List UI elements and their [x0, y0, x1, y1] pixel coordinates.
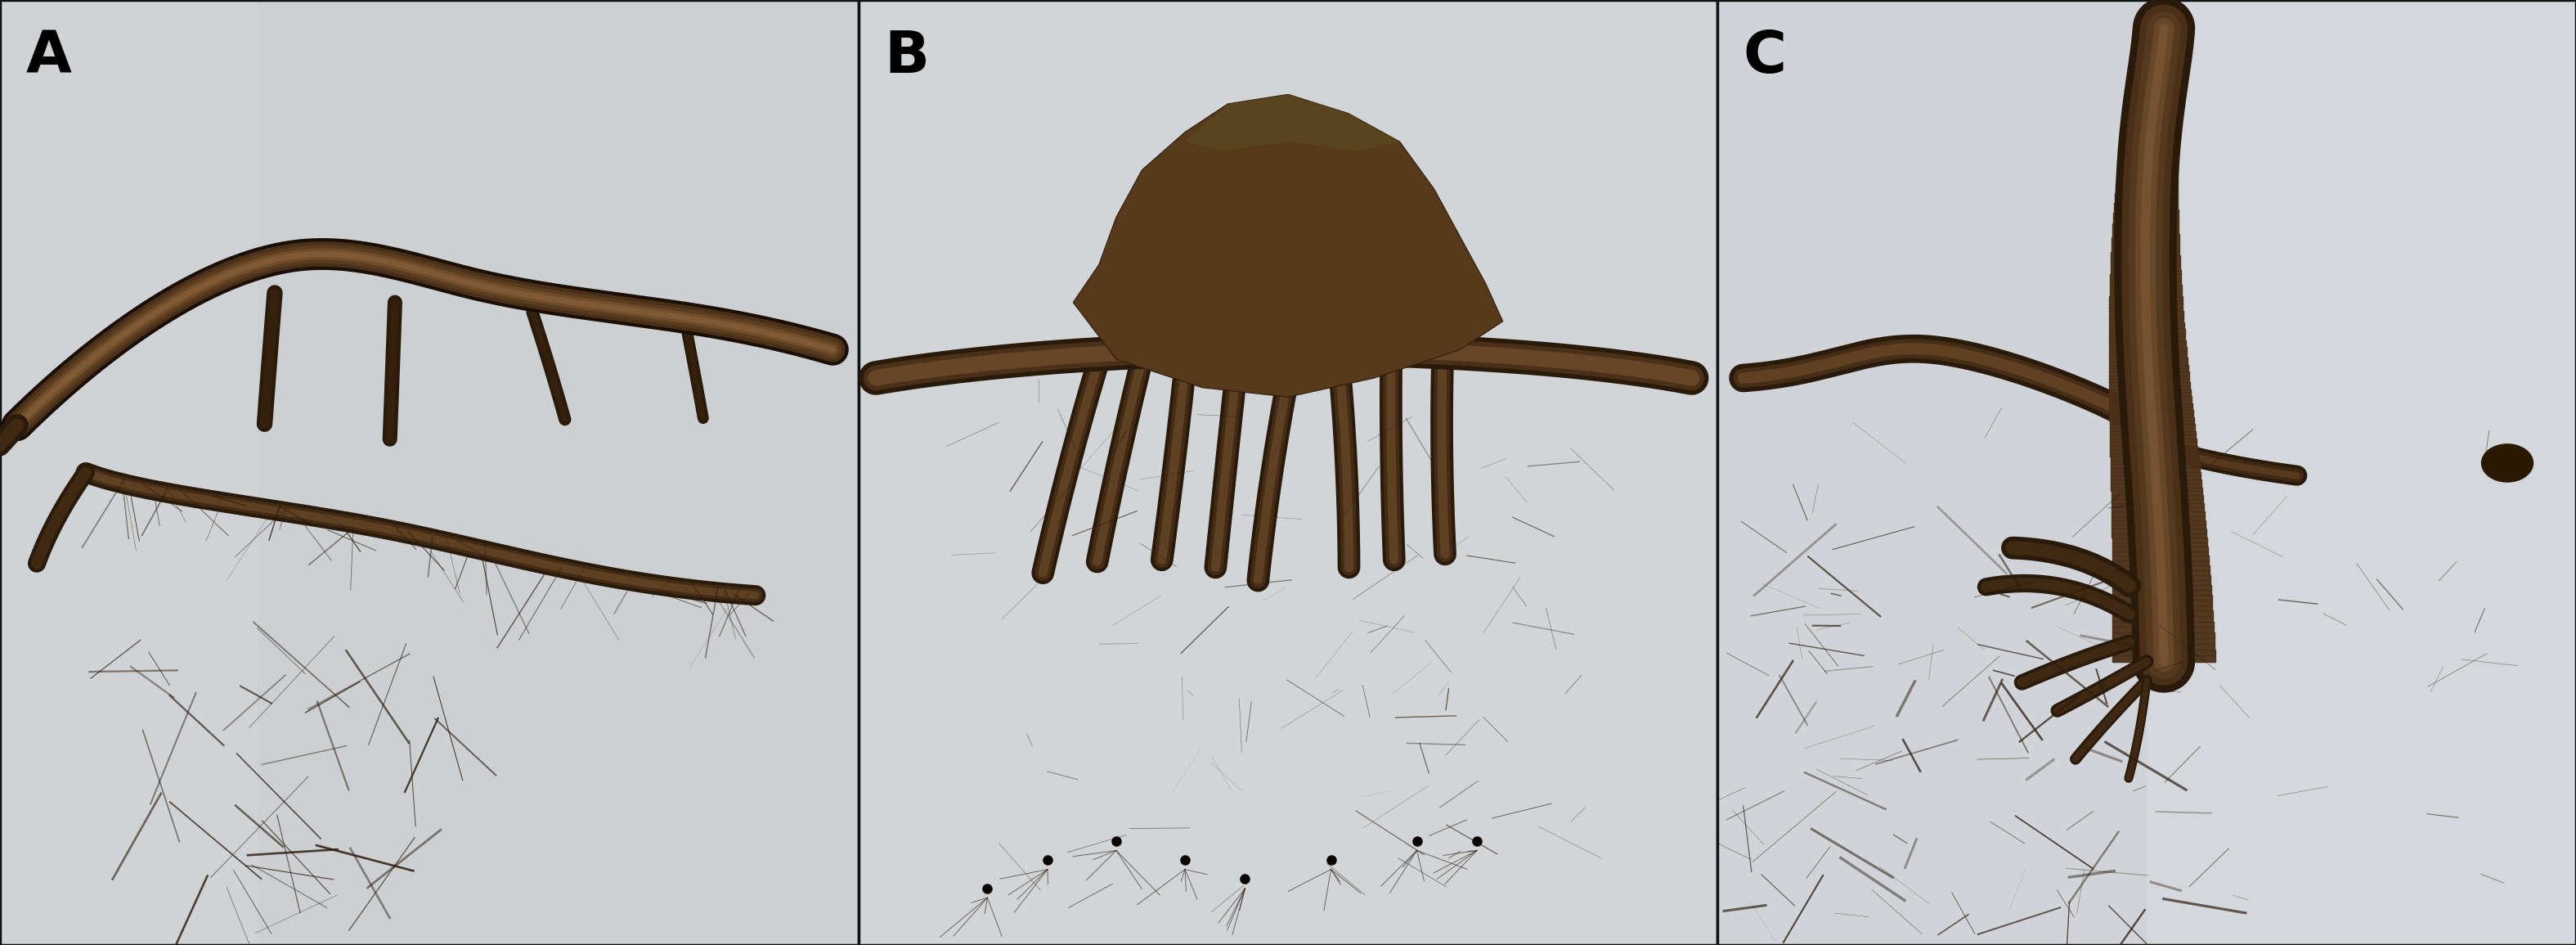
Text: A: A — [26, 28, 72, 85]
Polygon shape — [1185, 94, 1399, 151]
Ellipse shape — [2481, 444, 2532, 482]
Polygon shape — [1074, 94, 1502, 397]
Text: C: C — [1744, 28, 1788, 85]
Polygon shape — [1074, 94, 1502, 397]
Text: B: B — [884, 28, 930, 85]
